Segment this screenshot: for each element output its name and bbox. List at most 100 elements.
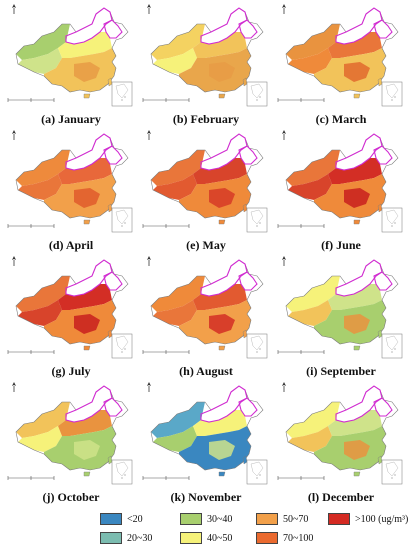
panel-caption: (j) October — [42, 490, 100, 504]
china-land — [15, 259, 129, 345]
map-panel: (h) August — [139, 254, 273, 380]
china-map — [277, 256, 403, 359]
panel-caption: (l) December — [307, 490, 375, 504]
legend-swatch-lt20 — [100, 513, 122, 525]
hainan-island — [83, 345, 91, 351]
china-land — [15, 7, 129, 93]
legend-swatch-20-30 — [100, 532, 122, 544]
south-china-sea-inset — [111, 333, 133, 359]
hainan-island — [218, 219, 226, 225]
north-arrow-icon — [282, 130, 286, 140]
legend-item-lt20: <20 — [100, 512, 143, 526]
china-land — [285, 133, 399, 219]
panel-caption: (c) March — [315, 112, 367, 126]
panel-caption: (f) June — [321, 238, 361, 252]
north-arrow-icon — [147, 4, 151, 14]
legend-swatch-70-100 — [256, 532, 278, 544]
legend-item-gt100: >100 (ug/m³) — [328, 512, 408, 526]
china-land — [15, 385, 129, 471]
legend-swatch-40-50 — [180, 532, 202, 544]
legend-label-lt20: <20 — [127, 513, 143, 525]
china-map — [7, 382, 133, 485]
region-boundary-northeast — [373, 271, 393, 291]
region-boundary-northeast — [238, 271, 258, 291]
china-map — [7, 256, 133, 359]
north-arrow-icon — [12, 256, 16, 266]
map-panel: (e) May — [139, 128, 273, 254]
region-boundary-northeast — [373, 19, 393, 39]
north-arrow-icon — [147, 382, 151, 392]
china-land — [150, 7, 264, 93]
south-china-sea-inset — [246, 459, 268, 485]
south-china-sea-inset — [246, 207, 268, 233]
scale-bar — [277, 476, 325, 480]
panel-caption: (e) May — [186, 238, 226, 252]
legend-swatch-50-70 — [256, 513, 278, 525]
legend-item-40-50: 40~50 — [180, 531, 232, 545]
north-arrow-icon — [282, 4, 286, 14]
legend-label-20-30: 20~30 — [127, 532, 153, 544]
south-china-sea-inset — [381, 333, 403, 359]
hainan-island — [218, 471, 226, 477]
china-land — [15, 133, 129, 219]
north-arrow-icon — [12, 382, 16, 392]
hainan-island — [353, 219, 361, 225]
panel-caption: (i) September — [306, 364, 376, 378]
scale-bar — [7, 98, 55, 102]
north-arrow-icon — [282, 256, 286, 266]
china-land — [285, 259, 399, 345]
china-land — [150, 259, 264, 345]
south-china-sea-inset — [111, 459, 133, 485]
region-boundary-northeast — [373, 397, 393, 417]
scale-bar — [142, 224, 190, 228]
scale-bar — [142, 98, 190, 102]
map-panel: (j) October — [4, 380, 138, 506]
region-boundary-northeast — [103, 271, 123, 291]
china-map — [277, 130, 403, 233]
china-map — [277, 382, 403, 485]
map-panel: (c) March — [274, 2, 408, 128]
scale-bar — [277, 98, 325, 102]
region-boundary-northeast — [103, 19, 123, 39]
region-boundary-northeast — [238, 145, 258, 165]
china-map — [7, 4, 133, 107]
region-boundary-northeast — [238, 19, 258, 39]
hainan-island — [218, 93, 226, 99]
legend-item-50-70: 50~70 — [256, 512, 308, 526]
china-land — [285, 7, 399, 93]
legend: <20 30~40 50~70 >100 (ug/m³) 20~30 40~50… — [100, 512, 408, 548]
south-china-sea-inset — [381, 81, 403, 107]
panel-caption: (h) August — [179, 364, 233, 378]
south-china-sea-inset — [111, 207, 133, 233]
china-map — [7, 130, 133, 233]
china-land — [150, 133, 264, 219]
panel-caption: (a) January — [41, 112, 101, 126]
china-land — [150, 385, 264, 471]
panel-caption: (d) April — [48, 238, 94, 252]
china-map — [277, 4, 403, 107]
north-arrow-icon — [12, 130, 16, 140]
scale-bar — [142, 350, 190, 354]
hainan-island — [83, 219, 91, 225]
north-arrow-icon — [147, 130, 151, 140]
map-panel: (l) December — [274, 380, 408, 506]
china-map — [142, 256, 268, 359]
map-panel: (i) September — [274, 254, 408, 380]
south-china-sea-inset — [111, 81, 133, 107]
north-arrow-icon — [147, 256, 151, 266]
north-arrow-icon — [12, 4, 16, 14]
china-map — [142, 382, 268, 485]
region-boundary-northeast — [238, 397, 258, 417]
scale-bar — [7, 224, 55, 228]
scale-bar — [7, 350, 55, 354]
hainan-island — [353, 471, 361, 477]
legend-item-70-100: 70~100 — [256, 531, 313, 545]
map-panel: (a) January — [4, 2, 138, 128]
panel-caption: (k) November — [170, 490, 242, 504]
map-panel: (k) November — [139, 380, 273, 506]
legend-item-20-30: 20~30 — [100, 531, 152, 545]
map-panel: (g) July — [4, 254, 138, 380]
region-boundary-northeast — [373, 145, 393, 165]
north-arrow-icon — [282, 382, 286, 392]
south-china-sea-inset — [381, 207, 403, 233]
